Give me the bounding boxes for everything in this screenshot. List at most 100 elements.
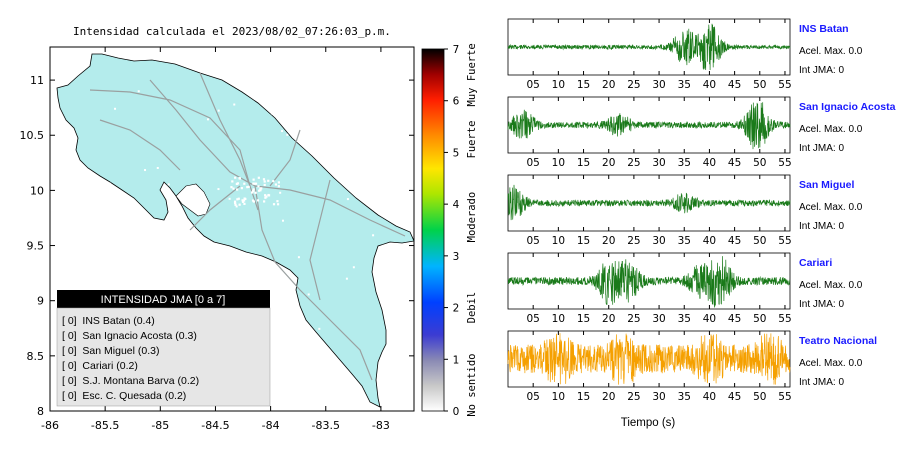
map-x-tick-label: -84 <box>262 419 280 432</box>
station-dot <box>156 166 159 169</box>
station-dot <box>234 176 237 179</box>
station-dot <box>267 193 270 197</box>
station-dot <box>265 195 268 198</box>
station-jma: Int JMA: 0 <box>799 65 844 76</box>
station-dot <box>263 183 266 187</box>
waveform-tick-label: 10 <box>552 157 565 169</box>
map-y-tick-label: 9 <box>37 295 44 308</box>
waveform-tick-label: 50 <box>753 313 766 325</box>
waveform-tick-label: 30 <box>652 79 665 91</box>
colorbar-tick-label: 5 <box>453 147 460 159</box>
map-x-tick-label: -84.5 <box>201 419 229 432</box>
waveform-tick-label: 40 <box>703 391 716 403</box>
station-dot <box>252 182 255 185</box>
waveform-tick-label: 20 <box>602 79 615 91</box>
colorbar-category-label: Muy Fuerte <box>466 43 478 106</box>
road <box>149 79 256 187</box>
station-dot <box>257 176 260 179</box>
waveform-trace <box>507 102 791 150</box>
waveform-tick-label: 35 <box>678 157 691 169</box>
waveform-tick-label: 50 <box>753 391 766 403</box>
waveform-tick-label: 05 <box>526 157 539 169</box>
colorbar-category-label: Debil <box>466 292 478 324</box>
station-dot <box>236 182 240 185</box>
waveform-tick-label: 35 <box>678 79 691 91</box>
waveform-tick-label: 50 <box>753 79 766 91</box>
station-dot <box>234 203 237 206</box>
waveform-tick-label: 55 <box>778 391 791 403</box>
map-x-tick-label: -86 <box>41 419 59 432</box>
road <box>309 179 331 301</box>
waveform-tick-label: 10 <box>552 313 565 325</box>
station-dot <box>234 272 237 275</box>
waveform-tick-label: 45 <box>728 79 741 91</box>
station-dot <box>240 187 243 190</box>
waveform-trace <box>507 184 791 221</box>
station-name: INS Batan <box>799 23 849 35</box>
waveform-tick-label: 15 <box>577 79 590 91</box>
station-dot <box>167 183 170 186</box>
colorbar-tick-label: 1 <box>453 354 460 366</box>
waveform-tick-label: 10 <box>552 235 565 247</box>
waveform-tick-label: 45 <box>728 391 741 403</box>
station-dot <box>105 185 108 188</box>
station-dot <box>267 179 270 182</box>
colorbar-tick-label: 0 <box>453 406 460 418</box>
waveform-tick-label: 25 <box>627 313 640 325</box>
station-dot <box>259 189 262 192</box>
station-dot <box>238 177 241 180</box>
station-dot <box>98 246 101 249</box>
waveform-panel: 05 10 15 20 25 30 35 40 45 50 55 INS Batan Acel. Max… <box>507 18 863 91</box>
station-dot <box>231 180 234 183</box>
legend-item: [ 0] San Miguel (0.3) <box>62 345 159 357</box>
colorbar-tick-label: 6 <box>453 96 460 108</box>
station-dot <box>281 219 284 222</box>
gulf-of-nicoya <box>175 183 211 217</box>
station-dot <box>230 186 233 189</box>
station-dot <box>272 180 275 183</box>
waveform-tick-label: 55 <box>778 313 791 325</box>
waveform-tick-label: 40 <box>703 313 716 325</box>
waveform-tick-label: 05 <box>526 235 539 247</box>
colorbar-category-label: Moderado <box>466 192 478 243</box>
waveform-tick-label: 55 <box>778 157 791 169</box>
colorbar-tick-label: 3 <box>453 251 460 263</box>
station-dot <box>114 107 117 110</box>
map-frame <box>49 46 415 412</box>
station-dot <box>241 199 244 202</box>
map-y-tick-label: 8.5 <box>27 350 45 363</box>
station-dot <box>272 203 276 206</box>
station-dot <box>220 282 223 285</box>
intensity-legend: INTENSIDAD JMA [0 a 7] [ 0] INS Batan (0… <box>56 290 271 407</box>
waveform-tick-label: 15 <box>577 313 590 325</box>
waveform-tick-label: 35 <box>678 391 691 403</box>
station-dot <box>372 234 375 237</box>
station-dot <box>243 199 246 202</box>
waveform-panel: 05 10 15 20 25 30 35 40 45 50 55 Cariari Acel. Max. … <box>507 252 863 325</box>
map-x-tick-label: -83 <box>372 419 390 432</box>
legend-item: [ 0] San Ignacio Acosta (0.3) <box>62 330 197 342</box>
waveform-tick-label: 45 <box>728 235 741 247</box>
station-dot <box>171 216 174 219</box>
colorbar-ticks: 7 6 5 4 3 2 1 0 <box>444 44 460 418</box>
station-dot <box>263 200 266 203</box>
station-dot <box>270 112 273 115</box>
colorbar-tick-label: 7 <box>453 44 460 56</box>
station-dot <box>235 205 238 208</box>
waveform-tick-label: 25 <box>627 79 640 91</box>
station-dot <box>237 197 240 200</box>
station-dot <box>262 178 266 181</box>
road <box>254 185 406 237</box>
map-x-tick-label: -85.5 <box>91 419 119 432</box>
station-accel: Acel. Max. 0.0 <box>799 202 863 213</box>
road <box>269 129 301 187</box>
waveform-tick-label: 20 <box>602 391 615 403</box>
colorbar-tick-label: 2 <box>453 303 460 315</box>
waveform-trace <box>507 333 791 385</box>
colorbar-tick-label: 4 <box>453 199 460 211</box>
station-dot <box>264 196 267 199</box>
waveform-xlabel: Tiempo (s) <box>621 417 676 429</box>
waveform-trace <box>507 23 791 71</box>
station-dot <box>274 305 277 308</box>
waveform-tick-label: 30 <box>652 157 665 169</box>
